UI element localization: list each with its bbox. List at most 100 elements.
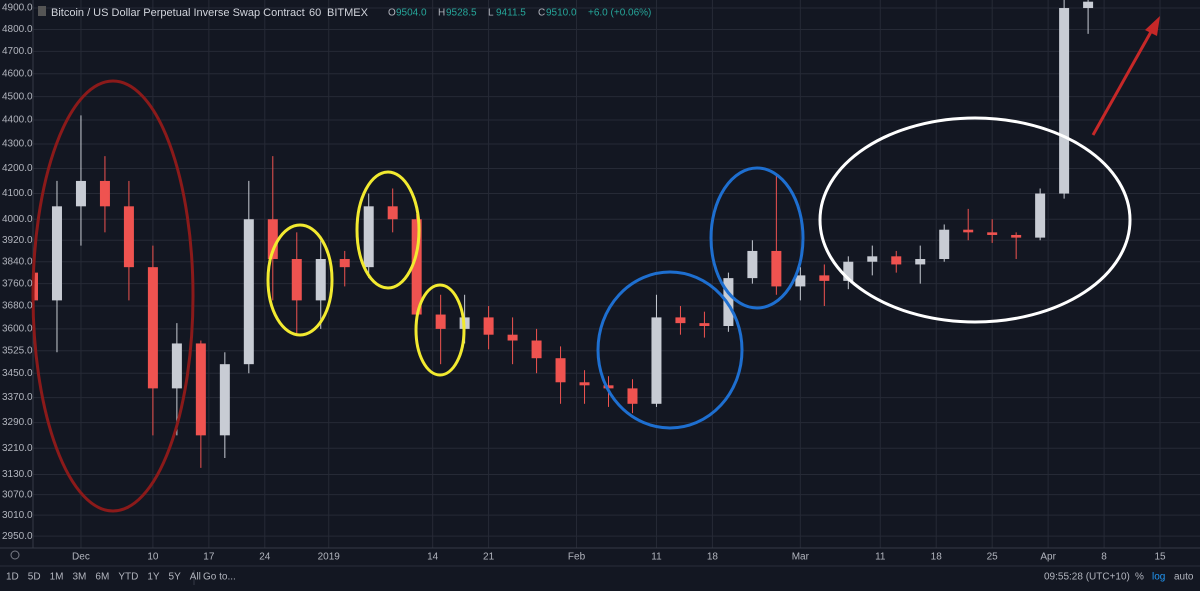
candle-body	[219, 364, 230, 436]
y-tick-label: 4200.0	[2, 163, 33, 174]
candle-body	[747, 250, 758, 279]
candle-body	[579, 382, 590, 386]
candle-body	[651, 317, 662, 404]
ohlc-value: 9528.5	[446, 8, 477, 19]
x-tick-label: Mar	[792, 552, 810, 563]
range-button[interactable]: 6M	[95, 572, 109, 583]
x-tick-label: 18	[931, 552, 943, 563]
y-tick-label: 4300.0	[2, 139, 33, 150]
blue-ellipse	[596, 270, 744, 430]
candle-body	[387, 206, 398, 220]
x-tick-label: 15	[1154, 552, 1166, 563]
legend: Bitcoin / US Dollar Perpetual Inverse Sw…	[38, 6, 651, 19]
yellow-ellipse	[355, 170, 421, 290]
ohlc-key: O	[388, 8, 396, 19]
ohlc-key: L	[488, 8, 494, 19]
range-button[interactable]: 5D	[28, 572, 41, 583]
goto[interactable]: Go to...	[203, 572, 236, 583]
settings-icon[interactable]	[10, 550, 20, 560]
y-tick-label: 3070.0	[2, 489, 33, 500]
range-button[interactable]: 1M	[50, 572, 64, 583]
percent-toggle[interactable]: %	[1135, 572, 1144, 583]
y-tick-label: 3840.0	[2, 256, 33, 267]
toolbar: 09:55:28 (UTC+10) % log auto Go to... 1D…	[6, 550, 1194, 585]
candle-body	[987, 232, 998, 235]
y-tick-label: 3680.0	[2, 301, 33, 312]
y-tick-label: 3210.0	[2, 443, 33, 454]
annotations	[31, 16, 1160, 513]
y-tick-label: 3760.0	[2, 278, 33, 289]
y-tick-label: 3525.0	[2, 345, 33, 356]
candle-body	[315, 259, 326, 301]
ohlc-value: 9411.5	[496, 8, 526, 19]
candle-body	[1011, 234, 1022, 238]
candle-body	[75, 180, 86, 207]
range-button[interactable]: YTD	[118, 572, 138, 583]
blue-ellipse	[709, 166, 805, 310]
candle-body	[1035, 193, 1046, 238]
y-tick-label: 4000.0	[2, 214, 33, 225]
x-tick-label: 14	[427, 552, 439, 563]
x-tick-label: 11	[651, 552, 662, 563]
candle-body	[147, 267, 158, 389]
ohlc-value: 9504.0	[396, 8, 427, 19]
range-button[interactable]: 3M	[73, 572, 87, 583]
log-toggle[interactable]: log	[1152, 572, 1165, 583]
x-tick-label: 17	[203, 552, 215, 563]
range-button[interactable]: All	[190, 572, 201, 583]
candle-body	[1059, 8, 1070, 194]
candle-body	[675, 317, 686, 324]
interval: 60	[309, 7, 321, 19]
candle-body	[915, 259, 926, 265]
x-tick-label: 8	[1101, 552, 1107, 563]
symbol-icon	[38, 6, 46, 16]
candle-body	[603, 385, 614, 389]
candle-body	[891, 256, 902, 265]
red-arrow	[1091, 29, 1154, 136]
candle-body	[243, 219, 254, 365]
x-tick-label: 25	[987, 552, 999, 563]
y-tick-label: 4500.0	[2, 91, 33, 102]
candle-body	[363, 206, 374, 268]
ohlc-value: 9510.0	[546, 8, 577, 19]
y-tick-label: 4400.0	[2, 115, 33, 126]
candle-body	[123, 206, 134, 268]
range-button[interactable]: 5Y	[169, 572, 182, 583]
auto-toggle[interactable]: auto	[1174, 572, 1194, 583]
candle-body	[771, 250, 782, 287]
candle-body	[291, 259, 302, 301]
ohlc-key: H	[438, 8, 445, 19]
candle-body	[51, 206, 62, 301]
y-tick-label: 3010.0	[2, 510, 33, 521]
change: +6.0 (+0.06%)	[588, 8, 651, 19]
y-tick-label: 3370.0	[2, 392, 33, 403]
exchange: BITMEX	[327, 7, 369, 19]
range-button[interactable]: 1Y	[147, 572, 160, 583]
range-button[interactable]: 1D	[6, 572, 19, 583]
x-tick-label: Feb	[568, 552, 586, 563]
clock: 09:55:28 (UTC+10)	[1044, 572, 1130, 583]
candle-body	[867, 256, 878, 262]
candle-body	[963, 229, 974, 233]
candle-body	[555, 358, 566, 383]
x-tick-label: 21	[483, 552, 495, 563]
x-tick-label: 10	[147, 552, 159, 563]
candle-body	[939, 229, 950, 260]
x-tick-label: 2019	[318, 552, 341, 563]
candle-body	[99, 180, 110, 207]
candle-body	[339, 259, 350, 268]
x-tick-label: 11	[875, 552, 886, 563]
ohlc-key: C	[538, 8, 545, 19]
y-tick-label: 4700.0	[2, 46, 33, 57]
candle-body	[531, 340, 542, 359]
candle-body	[411, 219, 422, 315]
yellow-ellipse	[414, 283, 466, 377]
candle-body	[195, 343, 206, 436]
y-tick-label: 3290.0	[2, 417, 33, 428]
x-tick-label: Dec	[72, 552, 90, 563]
candle-body	[699, 323, 710, 327]
grid	[33, 0, 1200, 548]
y-tick-label: 4100.0	[2, 188, 33, 199]
candle-body	[795, 275, 806, 287]
